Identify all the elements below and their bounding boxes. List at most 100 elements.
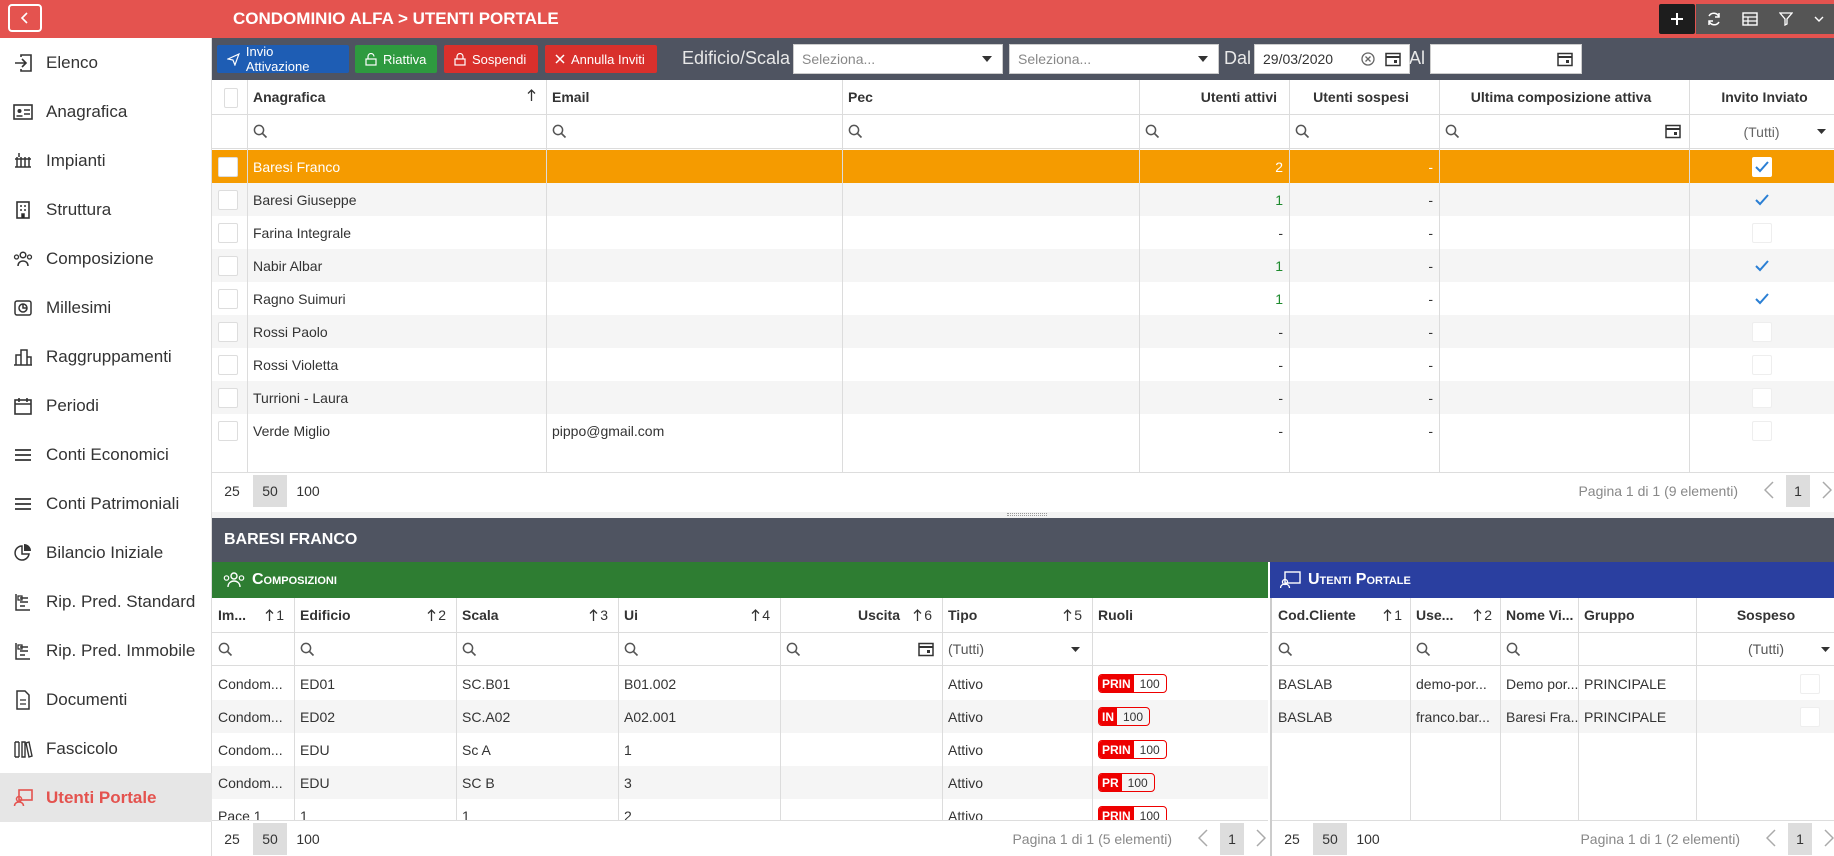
select-all-checkbox[interactable]	[218, 84, 244, 112]
table-row[interactable]: Condom... ED01 SC.B01 B01.002 Attivo PRIN 100	[212, 667, 1268, 700]
calendar-icon[interactable]	[1385, 51, 1401, 67]
column-header-ultima-composizione-attiva[interactable]: Ultima composizione attiva	[1439, 80, 1689, 114]
invio-attivazione-button[interactable]: Invio Attivazione	[217, 44, 349, 74]
next-page-button[interactable]	[1256, 829, 1266, 847]
table-row[interactable]: Rossi Paolo - -	[212, 315, 1834, 348]
back-button[interactable]	[8, 4, 42, 32]
page-size-50[interactable]: 50	[1313, 823, 1347, 855]
table-row[interactable]: Pace 1 1 1 2 Attivo PRIN 100	[212, 799, 1268, 832]
prev-page-button[interactable]	[1198, 829, 1208, 847]
sidebar-item-rip-pred-immobile[interactable]: Rip. Pred. Immobile	[0, 626, 212, 675]
filter-cell[interactable]	[1439, 115, 1689, 148]
column-header-use[interactable]: Use... 2	[1410, 598, 1500, 632]
riattiva-button[interactable]: Riattiva	[355, 45, 437, 73]
row-checkbox[interactable]	[218, 189, 244, 211]
column-header-utenti-attivi[interactable]: Utenti attivi	[1139, 80, 1289, 114]
table-row[interactable]: Ragno Suimuri 1 -	[212, 282, 1834, 315]
invito-checkbox[interactable]	[1751, 420, 1772, 441]
clear-icon[interactable]	[1361, 52, 1375, 66]
invito-checkbox[interactable]	[1751, 354, 1772, 375]
column-header-nome-vi[interactable]: Nome Vi...	[1500, 598, 1578, 632]
refresh-button[interactable]	[1696, 4, 1732, 34]
columns-button[interactable]	[1732, 4, 1768, 34]
cell-invito[interactable]	[1689, 216, 1834, 249]
table-row[interactable]: Turrioni - Laura - -	[212, 381, 1834, 414]
filter-cell[interactable]	[618, 633, 780, 665]
calendar-icon[interactable]	[1557, 51, 1573, 67]
filter-cell[interactable]	[294, 633, 456, 665]
page-size-25[interactable]: 25	[224, 831, 240, 847]
table-row[interactable]: BASLAB franco.bar... Baresi Fra... PRINCIPA…	[1272, 700, 1834, 733]
invito-checkbox[interactable]	[1751, 387, 1772, 408]
filter-cell[interactable]	[247, 115, 546, 148]
filter-cell[interactable]	[456, 633, 618, 665]
sidebar-item-periodi[interactable]: Periodi	[0, 381, 212, 430]
column-header-im[interactable]: Im... 1	[212, 598, 294, 632]
column-header-uscita[interactable]: Uscita 6	[780, 598, 942, 632]
sidebar-item-composizione[interactable]: Composizione	[0, 234, 212, 283]
cell-invito[interactable]	[1689, 249, 1834, 282]
sidebar-item-raggruppamenti[interactable]: Raggruppamenti	[0, 332, 212, 381]
invito-checkbox[interactable]	[1752, 190, 1772, 210]
column-header-gruppo[interactable]: Gruppo	[1578, 598, 1696, 632]
page-size-50[interactable]: 50	[253, 823, 287, 855]
sidebar-item-utenti-portale[interactable]: Utenti Portale	[0, 773, 212, 822]
next-page-button[interactable]	[1824, 829, 1834, 847]
sidebar-item-anagrafica[interactable]: Anagrafica	[0, 87, 212, 136]
prev-page-button[interactable]	[1764, 481, 1774, 499]
row-checkbox[interactable]	[218, 288, 244, 310]
cell-sospeso[interactable]	[1696, 667, 1834, 700]
calendar-icon[interactable]	[1665, 123, 1681, 139]
cell-invito[interactable]	[1689, 315, 1834, 348]
sidebar-item-millesimi[interactable]: Millesimi	[0, 283, 212, 332]
cell-invito[interactable]	[1689, 150, 1834, 183]
filter-cell[interactable]	[1272, 633, 1410, 665]
add-button[interactable]	[1659, 4, 1695, 34]
splitter-handle[interactable]	[1007, 513, 1047, 516]
table-row[interactable]: Baresi Giuseppe 1 -	[212, 183, 1834, 216]
sidebar-item-conti-economici[interactable]: Conti Economici	[0, 430, 212, 479]
filter-cell[interactable]	[546, 115, 842, 148]
column-header-edificio[interactable]: Edificio 2	[294, 598, 456, 632]
row-checkbox[interactable]	[218, 156, 244, 178]
page-size-25[interactable]: 25	[1284, 831, 1300, 847]
filter-cell[interactable]	[1500, 633, 1578, 665]
calendar-icon[interactable]	[918, 641, 934, 657]
column-header-ruoli[interactable]: Ruoli	[1092, 598, 1268, 632]
scala-select[interactable]: Seleziona...	[1009, 44, 1219, 74]
row-checkbox[interactable]	[218, 222, 244, 244]
sidebar-item-rip-pred-standard[interactable]: Rip. Pred. Standard	[0, 577, 212, 626]
cell-sospeso[interactable]	[1696, 700, 1834, 733]
table-row[interactable]: BASLAB demo-por... Demo por... PRINCIPALE	[1272, 667, 1834, 700]
table-row[interactable]: Condom... EDU SC B 3 Attivo PR 100	[212, 766, 1268, 799]
invito-checkbox[interactable]	[1751, 156, 1772, 177]
column-header-invito-inviato[interactable]: Invito Inviato	[1689, 80, 1834, 114]
table-row[interactable]: Condom... EDU Sc A 1 Attivo PRIN 100	[212, 733, 1268, 766]
column-header-utenti-sospesi[interactable]: Utenti sospesi	[1289, 80, 1439, 114]
current-page[interactable]: 1	[1220, 823, 1244, 855]
column-header-ui[interactable]: Ui 4	[618, 598, 780, 632]
page-size-50[interactable]: 50	[253, 475, 287, 507]
table-row[interactable]: Verde Miglio pippo@gmail.com - -	[212, 414, 1834, 447]
current-page[interactable]: 1	[1786, 475, 1810, 507]
prev-page-button[interactable]	[1766, 829, 1776, 847]
sidebar-item-elenco[interactable]: Elenco	[0, 38, 212, 87]
cell-invito[interactable]	[1689, 381, 1834, 414]
sospeso-checkbox[interactable]	[1800, 673, 1820, 694]
annulla-inviti-button[interactable]: Annulla Inviti	[545, 45, 657, 73]
table-row[interactable]: Rossi Violetta - -	[212, 348, 1834, 381]
table-row[interactable]: Farina Integrale - -	[212, 216, 1834, 249]
sidebar-item-documenti[interactable]: Documenti	[0, 675, 212, 724]
invito-checkbox[interactable]	[1752, 289, 1772, 309]
sidebar-item-impianti[interactable]: Impianti	[0, 136, 212, 185]
column-header-scala[interactable]: Scala 3	[456, 598, 618, 632]
edificio-select[interactable]: Seleziona...	[793, 44, 1003, 74]
column-header-sospeso[interactable]: Sospeso	[1696, 598, 1834, 632]
table-row[interactable]: Baresi Franco 2 -	[212, 150, 1834, 183]
filter-cell[interactable]	[1289, 115, 1439, 148]
filter-cell[interactable]	[212, 633, 294, 665]
dal-date-input[interactable]: 29/03/2020	[1254, 44, 1410, 74]
row-checkbox[interactable]	[218, 354, 244, 376]
calendar-icon[interactable]	[918, 641, 934, 657]
filter-cell[interactable]	[1139, 115, 1289, 148]
